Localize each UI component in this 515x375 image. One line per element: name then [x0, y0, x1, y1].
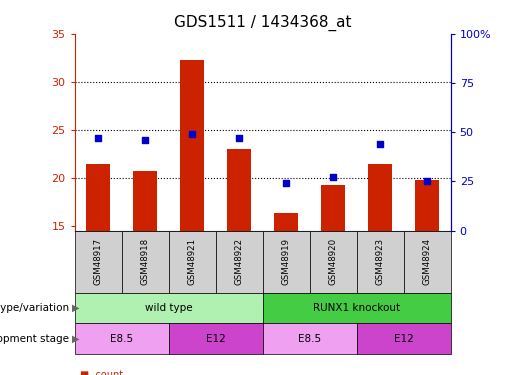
Bar	[321, 184, 345, 231]
Point	[235, 135, 243, 141]
Bar	[416, 180, 439, 231]
Text: E12: E12	[206, 334, 226, 344]
Bar	[274, 213, 298, 231]
Point	[141, 137, 149, 143]
Text: GSM48923: GSM48923	[375, 238, 385, 285]
Text: genotype/variation: genotype/variation	[0, 303, 72, 313]
Bar	[228, 149, 251, 231]
Text: E8.5: E8.5	[110, 334, 133, 344]
Text: GSM48920: GSM48920	[329, 238, 338, 285]
Text: ■  count: ■ count	[80, 370, 123, 375]
Point	[329, 174, 337, 180]
Text: GSM48921: GSM48921	[187, 238, 197, 285]
Point	[376, 141, 384, 147]
Title: GDS1511 / 1434368_at: GDS1511 / 1434368_at	[174, 15, 351, 31]
Bar	[180, 60, 204, 231]
Point	[94, 135, 102, 141]
Text: ▶: ▶	[72, 334, 80, 344]
Text: wild type: wild type	[145, 303, 193, 313]
Point	[188, 131, 196, 137]
Text: development stage: development stage	[0, 334, 72, 344]
Text: GSM48918: GSM48918	[141, 238, 150, 285]
Point	[423, 178, 431, 184]
Text: GSM48922: GSM48922	[235, 238, 244, 285]
Text: E12: E12	[394, 334, 414, 344]
Text: E8.5: E8.5	[298, 334, 321, 344]
Text: GSM48924: GSM48924	[423, 238, 432, 285]
Text: GSM48917: GSM48917	[94, 238, 102, 285]
Bar	[368, 164, 392, 231]
Text: ▶: ▶	[72, 303, 80, 313]
Bar	[87, 164, 110, 231]
Text: RUNX1 knockout: RUNX1 knockout	[313, 303, 400, 313]
Point	[282, 180, 290, 186]
Bar	[133, 171, 157, 231]
Text: GSM48919: GSM48919	[282, 238, 290, 285]
